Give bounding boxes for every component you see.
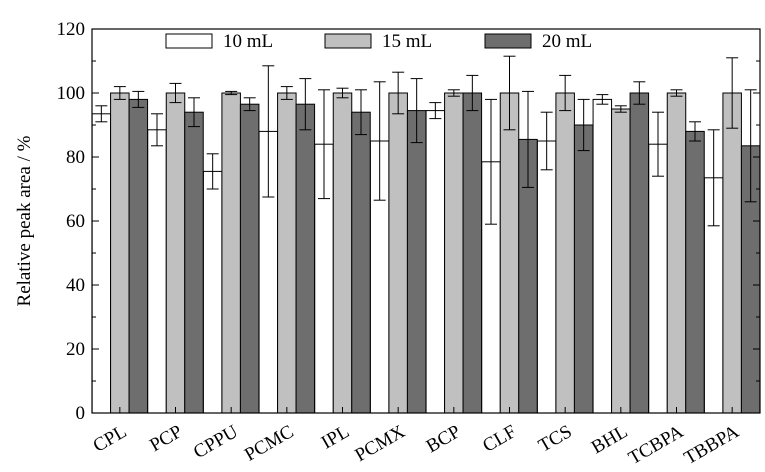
x-tick-label: CPPU <box>190 421 242 463</box>
bar <box>165 92 186 414</box>
x-tick-label: BHL <box>588 421 631 458</box>
bar <box>648 143 668 414</box>
x-tick-label: CPL <box>90 421 131 457</box>
y-tick-label: 80 <box>66 147 85 168</box>
legend-swatch <box>324 33 372 49</box>
bar <box>147 129 167 414</box>
x-tick-label: BCP <box>423 421 465 457</box>
legend-label: 10 mL <box>223 31 273 52</box>
x-tick-label: PCMC <box>241 421 297 466</box>
bar <box>406 110 427 414</box>
legend-label: 15 mL <box>382 31 432 52</box>
bar <box>184 111 204 414</box>
plot-area <box>91 55 761 414</box>
bar <box>611 108 631 414</box>
x-tick-label: TBBPA <box>681 421 743 469</box>
bar <box>128 98 149 414</box>
bar <box>91 113 112 414</box>
y-tick-label: 120 <box>57 19 86 40</box>
bar <box>202 170 223 414</box>
bar <box>388 92 408 414</box>
x-tick-label: TCS <box>535 421 576 457</box>
x-tick-label: TCBPA <box>625 421 687 469</box>
bar <box>722 92 742 414</box>
bar <box>573 124 594 414</box>
x-tick-label: PCMX <box>352 421 409 466</box>
bar <box>332 92 353 414</box>
bar <box>444 92 464 414</box>
y-tick-label: 100 <box>57 83 86 104</box>
bar <box>351 111 371 414</box>
bar <box>221 92 241 414</box>
legend-swatch <box>165 33 213 49</box>
bar <box>295 103 316 414</box>
bar <box>536 140 557 414</box>
y-tick-label: 0 <box>76 403 86 424</box>
bar <box>592 98 613 414</box>
bar <box>666 92 687 414</box>
y-tick-label: 20 <box>66 339 85 360</box>
bar <box>110 92 130 414</box>
bar <box>555 92 575 414</box>
x-tick-label: CLF <box>479 421 520 457</box>
bar <box>499 92 520 414</box>
legend-label: 20 mL <box>542 31 592 52</box>
bar <box>462 92 483 414</box>
x-tick-label: PCP <box>146 421 186 456</box>
bar <box>425 110 446 414</box>
bar <box>277 92 297 414</box>
y-tick-label: 40 <box>66 275 85 296</box>
y-tick-label: 60 <box>66 211 85 232</box>
x-tick-label: IPL <box>318 421 353 453</box>
legend: 10 mL 15 mL 20 mL <box>165 31 592 52</box>
bar <box>629 92 650 414</box>
y-axis-title: Relative peak area / % <box>14 135 35 306</box>
legend-swatch <box>484 33 532 49</box>
bar <box>685 130 705 414</box>
bar <box>239 103 260 414</box>
